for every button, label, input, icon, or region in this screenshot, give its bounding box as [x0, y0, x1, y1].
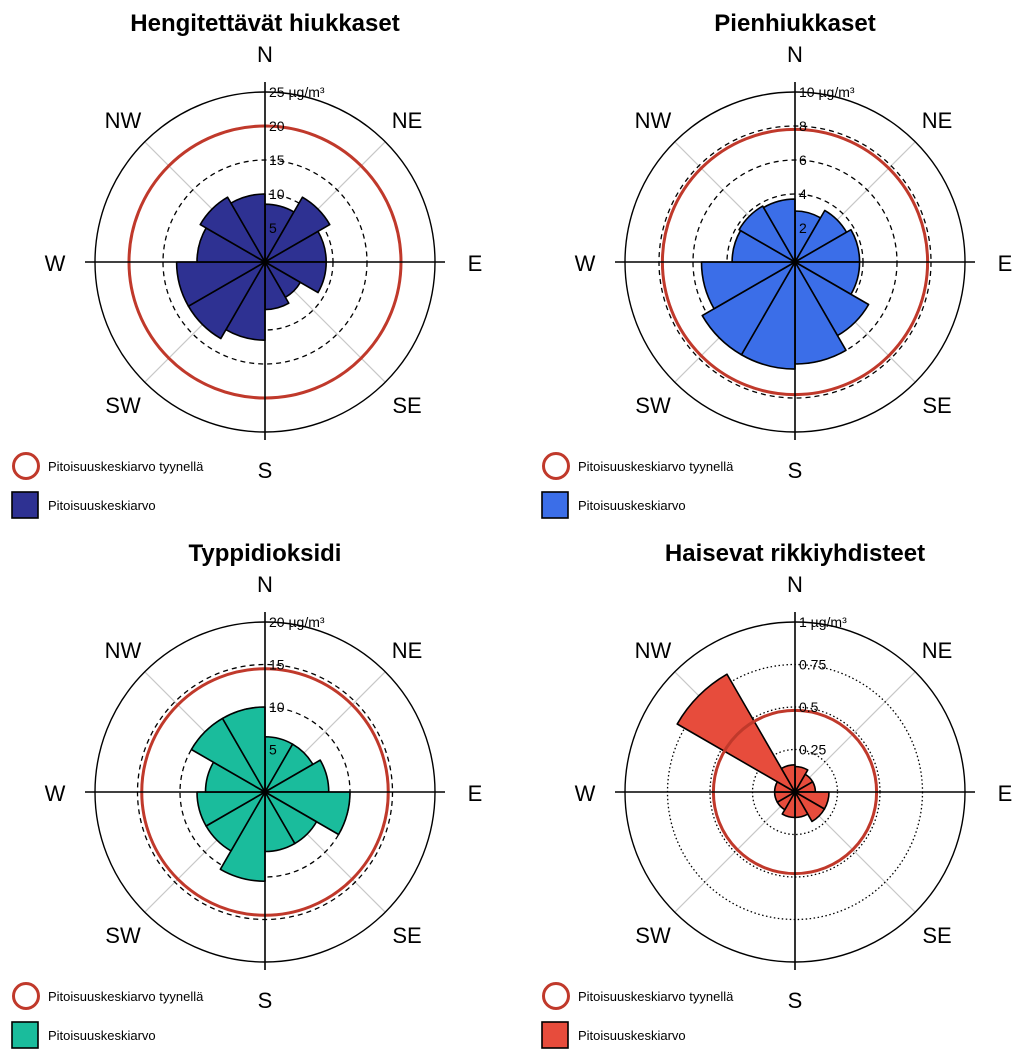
direction-label-nw: NW — [105, 108, 142, 133]
tick-label: 4 — [799, 186, 807, 202]
direction-label-e: E — [468, 251, 483, 276]
sector-bar — [676, 673, 796, 793]
direction-label-s: S — [258, 458, 273, 483]
sector-bar — [738, 205, 796, 263]
tick-label: 20 µg/m³ — [269, 614, 325, 630]
tick-label: 8 — [799, 118, 807, 134]
legend-mean-label: Pitoisuuskeskiarvo — [578, 498, 686, 513]
tick-label: 5 — [269, 220, 277, 236]
direction-label-e: E — [998, 781, 1013, 806]
direction-label-nw: NW — [105, 638, 142, 663]
direction-label-w: W — [575, 781, 596, 806]
tick-label: 0.5 — [799, 699, 819, 715]
direction-label-nw: NW — [635, 108, 672, 133]
direction-label-n: N — [257, 42, 273, 67]
direction-label-n: N — [257, 572, 273, 597]
sector-bar — [199, 196, 266, 263]
legend-calm-swatch — [12, 982, 40, 1010]
tick-label: 25 µg/m³ — [269, 84, 325, 100]
polar-chart: Haisevat rikkiyhdisteet 1 µg/m³ 0.75 0.5 0.2… — [541, 540, 1013, 1049]
legend-calm-label: Pitoisuuskeskiarvo tyynellä — [48, 459, 204, 474]
legend-calm-swatch — [542, 452, 570, 480]
direction-label-w: W — [45, 251, 66, 276]
diagonal-spoke — [674, 791, 796, 913]
direction-label-n: N — [787, 572, 803, 597]
direction-label-s: S — [788, 988, 803, 1013]
direction-label-se: SE — [392, 393, 421, 418]
legend-mean-label: Pitoisuuskeskiarvo — [578, 1028, 686, 1043]
tick-label: 6 — [799, 152, 807, 168]
legend-mean-label: Pitoisuuskeskiarvo — [48, 498, 156, 513]
tick-label: 15 — [269, 152, 285, 168]
direction-label-w: W — [45, 781, 66, 806]
tick-label: 10 — [269, 699, 285, 715]
polar-chart: Typpidioksidi 20 µg/m³ 15 10 5 N NE E SE S SW W NW Pi… — [11, 540, 483, 1049]
sector-bar — [701, 261, 796, 356]
chart-title: Hengitettävät hiukkaset — [130, 10, 399, 37]
direction-label-s: S — [258, 988, 273, 1013]
direction-label-sw: SW — [635, 923, 671, 948]
legend-mean-swatch — [11, 491, 39, 519]
direction-label-se: SE — [922, 923, 951, 948]
direction-label-ne: NE — [392, 108, 423, 133]
direction-label-e: E — [998, 251, 1013, 276]
tick-label: 20 — [269, 118, 285, 134]
direction-label-ne: NE — [922, 108, 953, 133]
direction-label-se: SE — [922, 393, 951, 418]
tick-label: 0.75 — [799, 657, 826, 673]
direction-label-n: N — [787, 42, 803, 67]
legend-calm-label: Pitoisuuskeskiarvo tyynellä — [578, 989, 734, 1004]
direction-label-w: W — [575, 251, 596, 276]
legend-calm-label: Pitoisuuskeskiarvo tyynellä — [578, 459, 734, 474]
direction-label-nw: NW — [635, 638, 672, 663]
tick-label: 10 µg/m³ — [799, 84, 855, 100]
legend-mean-swatch — [11, 1021, 39, 1049]
chart-panel-4: Haisevat rikkiyhdisteet 1 µg/m³ 0.75 0.5 0.2… — [530, 530, 1014, 1052]
legend-mean-swatch — [541, 491, 569, 519]
polar-chart: Hengitettävät hiukkaset 25 µg/m³ 20 15 10 5 N N… — [11, 10, 483, 519]
direction-label-sw: SW — [105, 393, 141, 418]
chart-title: Typpidioksidi — [189, 540, 342, 567]
legend-calm-label: Pitoisuuskeskiarvo tyynellä — [48, 989, 204, 1004]
sector-bar — [794, 791, 826, 823]
direction-label-sw: SW — [635, 393, 671, 418]
diagonal-spoke — [794, 671, 916, 793]
tick-label: 2 — [799, 220, 807, 236]
direction-label-ne: NE — [922, 638, 953, 663]
direction-label-sw: SW — [105, 923, 141, 948]
direction-label-s: S — [788, 458, 803, 483]
chart-title: Pienhiukkaset — [714, 10, 875, 37]
legend-calm-swatch — [12, 452, 40, 480]
legend-mean-label: Pitoisuuskeskiarvo — [48, 1028, 156, 1043]
legend-mean-swatch — [541, 1021, 569, 1049]
direction-label-e: E — [468, 781, 483, 806]
tick-label: 10 — [269, 186, 285, 202]
tick-label: 1 µg/m³ — [799, 614, 847, 630]
chart-panel-1: Hengitettävät hiukkaset 25 µg/m³ 20 15 10 5 N N… — [0, 0, 507, 522]
chart-title: Haisevat rikkiyhdisteet — [665, 540, 925, 567]
chart-panel-3: Typpidioksidi 20 µg/m³ 15 10 5 N NE E SE S SW W NW Pi… — [0, 530, 507, 1052]
polar-chart: Pienhiukkaset 10 µg/m³ 8 6 4 2 N NE E SE S SW W NW Pit… — [541, 10, 1013, 519]
tick-label: 15 — [269, 657, 285, 673]
direction-label-ne: NE — [392, 638, 423, 663]
chart-panel-2: Pienhiukkaset 10 µg/m³ 8 6 4 2 N NE E SE S SW W NW Pit… — [530, 0, 1014, 522]
tick-label: 0.25 — [799, 742, 826, 758]
direction-label-se: SE — [392, 923, 421, 948]
sector-bar — [264, 196, 331, 263]
tick-label: 5 — [269, 742, 277, 758]
legend-calm-swatch — [542, 982, 570, 1010]
